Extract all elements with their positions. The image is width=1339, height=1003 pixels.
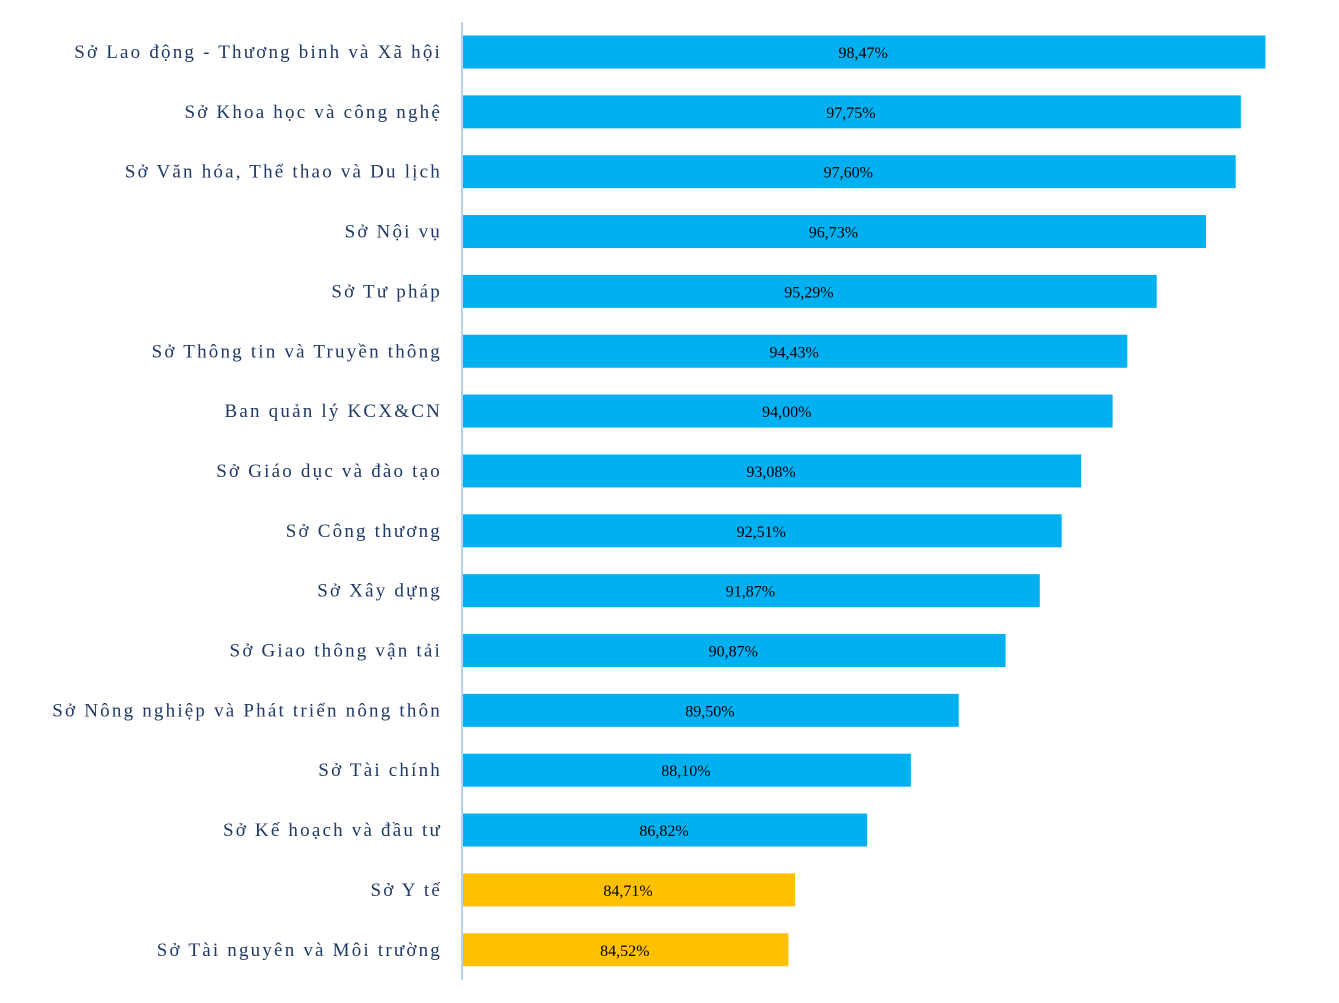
category-label: Sở Công thương xyxy=(286,521,442,542)
data-label: 84,52% xyxy=(600,943,649,960)
data-label: 98,47% xyxy=(839,45,888,62)
bar xyxy=(463,215,1206,249)
bar xyxy=(463,394,1113,428)
category-label: Sở Tài chính xyxy=(318,760,442,781)
data-label: 97,75% xyxy=(826,105,875,122)
data-label: 90,87% xyxy=(709,644,758,661)
bar xyxy=(463,514,1062,548)
data-label: 97,60% xyxy=(824,165,873,182)
data-label: 94,00% xyxy=(762,404,811,421)
bar xyxy=(463,95,1241,129)
data-label: 96,73% xyxy=(809,225,858,242)
bar xyxy=(463,334,1128,368)
category-label: Sở Tài nguyên và Môi trường xyxy=(157,940,442,961)
bar xyxy=(463,274,1157,308)
category-label: Sở Khoa học và công nghệ xyxy=(184,102,442,123)
data-label: 93,08% xyxy=(746,464,795,481)
data-label: 91,87% xyxy=(726,584,775,601)
data-label: 84,71% xyxy=(603,883,652,900)
category-label: Ban quản lý KCX&CN xyxy=(225,401,442,422)
data-label: 86,82% xyxy=(639,823,688,840)
data-label: 95,29% xyxy=(784,284,833,301)
bar xyxy=(463,155,1236,189)
category-label: Sở Kế hoạch và đầu tư xyxy=(223,820,442,841)
bar xyxy=(463,454,1082,488)
category-label: Sở Tư pháp xyxy=(331,281,442,302)
bar xyxy=(463,634,1006,667)
data-label: 92,51% xyxy=(737,524,786,541)
bar xyxy=(463,35,1266,69)
category-label: Sở Giáo dục và đào tạo xyxy=(216,461,442,482)
category-label: Sở Lao động - Thương binh và Xã hội xyxy=(74,42,442,63)
data-label: 89,50% xyxy=(685,703,734,720)
category-label: Sở Y tế xyxy=(370,880,442,901)
category-label: Sở Nội vụ xyxy=(345,222,442,243)
bar xyxy=(463,574,1040,608)
bar xyxy=(463,753,911,787)
bar xyxy=(463,693,959,727)
category-label: Sở Thông tin và Truyền thông xyxy=(152,341,442,362)
category-label: Sở Văn hóa, Thể thao và Du lịch xyxy=(125,162,442,183)
category-label: Sở Nông nghiệp và Phát triển nông thôn xyxy=(52,700,442,721)
category-label: Sở Xây dựng xyxy=(317,581,442,602)
data-label: 94,43% xyxy=(769,344,818,361)
category-label: Sở Giao thông vận tải xyxy=(230,641,442,662)
bar xyxy=(463,813,868,847)
bar xyxy=(463,873,795,907)
data-label: 88,10% xyxy=(661,763,710,780)
bar xyxy=(463,933,789,967)
